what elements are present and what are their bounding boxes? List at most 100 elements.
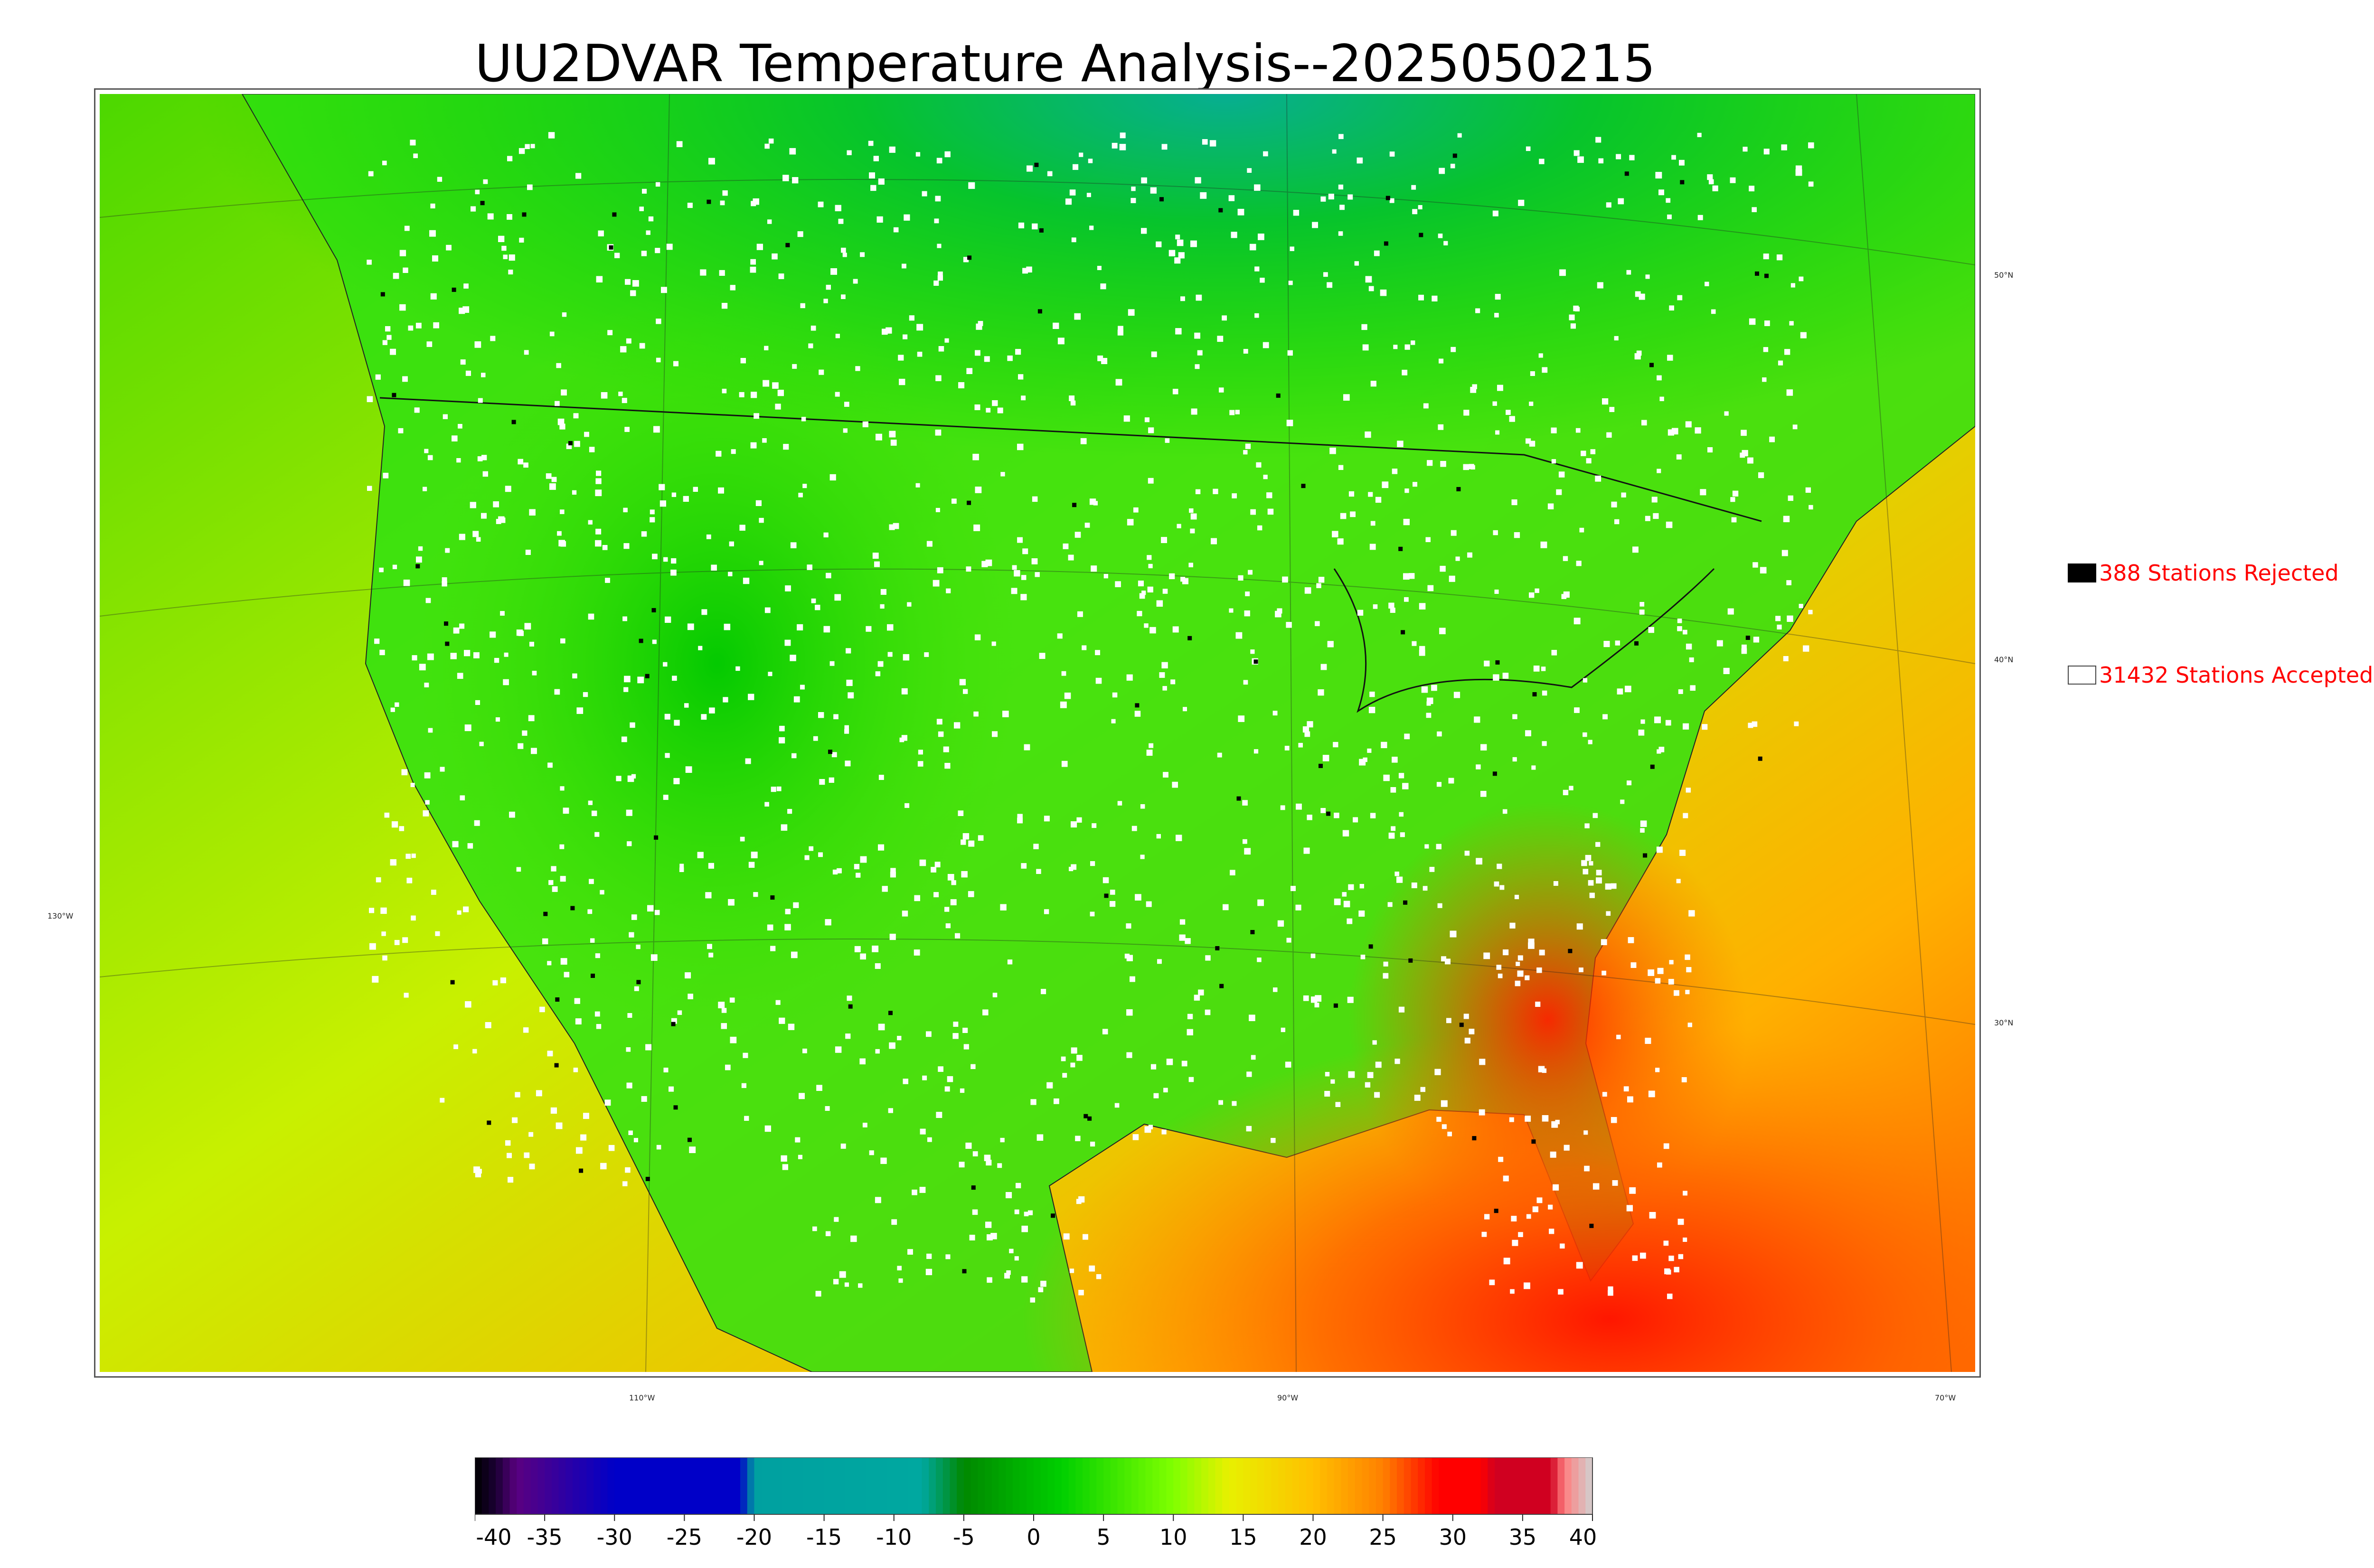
colorbar-segment [887, 1457, 895, 1514]
station-accepted-marker [1595, 475, 1602, 482]
station-accepted-marker [1076, 1055, 1083, 1061]
station-rejected-marker [1276, 393, 1281, 398]
station-accepted-marker [779, 1017, 785, 1024]
station-accepted-marker [1402, 783, 1409, 789]
station-accepted-marker [1606, 911, 1611, 916]
station-accepted-marker [1518, 199, 1525, 206]
station-accepted-marker [1250, 509, 1256, 515]
colorbar-segment [929, 1457, 936, 1514]
colorbar-segment [698, 1457, 706, 1514]
station-accepted-marker [1195, 489, 1201, 494]
station-accepted-marker [529, 641, 534, 647]
station-accepted-marker [767, 924, 773, 931]
station-accepted-marker [709, 707, 715, 714]
temperature-map[interactable] [100, 94, 1975, 1372]
station-accepted-marker [1229, 608, 1234, 613]
station-accepted-marker [835, 205, 841, 211]
station-accepted-marker [1017, 814, 1023, 819]
colorbar-tick-label: -30 [597, 1524, 632, 1550]
station-accepted-marker [1498, 1156, 1504, 1162]
station-accepted-marker [719, 270, 725, 276]
station-accepted-marker [1024, 744, 1030, 751]
station-accepted-marker [833, 714, 838, 720]
station-accepted-marker [1432, 295, 1438, 301]
station-accepted-marker [1655, 1068, 1660, 1072]
station-accepted-marker [890, 868, 896, 873]
station-accepted-marker [1398, 773, 1404, 779]
station-accepted-marker [880, 1157, 887, 1164]
station-accepted-marker [944, 763, 951, 769]
station-accepted-marker [1525, 730, 1531, 736]
station-accepted-marker [623, 687, 629, 692]
station-accepted-marker [992, 400, 998, 406]
station-rejected-marker [1301, 484, 1306, 488]
station-accepted-marker [550, 1107, 557, 1114]
station-accepted-marker [1784, 349, 1790, 355]
station-accepted-marker [1494, 589, 1499, 594]
station-accepted-marker [1576, 923, 1583, 930]
station-accepted-marker [992, 993, 998, 997]
station-accepted-marker [1538, 353, 1543, 358]
station-accepted-marker [588, 800, 593, 805]
station-accepted-marker [1808, 181, 1814, 187]
station-accepted-marker [1200, 192, 1207, 199]
station-accepted-marker [471, 206, 476, 212]
colorbar-segment [1375, 1457, 1384, 1514]
station-accepted-marker [379, 567, 384, 573]
station-accepted-marker [1463, 410, 1470, 416]
station-accepted-marker [768, 138, 774, 144]
station-accepted-marker [1156, 241, 1162, 247]
station-accepted-marker [576, 707, 584, 714]
station-accepted-marker [1327, 282, 1333, 288]
station-accepted-marker [595, 478, 602, 484]
station-accepted-marker [832, 869, 838, 875]
station-accepted-marker [1595, 137, 1602, 143]
colorbar-segment [1166, 1457, 1174, 1514]
station-accepted-marker [591, 810, 597, 817]
station-accepted-marker [721, 1023, 727, 1029]
station-accepted-marker [1663, 1240, 1669, 1246]
station-accepted-marker [1343, 901, 1350, 908]
station-accepted-marker [1434, 1069, 1441, 1075]
station-accepted-marker [874, 561, 880, 567]
station-accepted-marker [1115, 581, 1121, 587]
station-accepted-marker [1558, 471, 1565, 478]
colorbar-segment [1460, 1457, 1467, 1514]
station-accepted-marker [1741, 648, 1747, 654]
colorbar-tick-label: -40 [476, 1524, 511, 1550]
station-accepted-marker [890, 440, 897, 446]
station-accepted-marker [1708, 179, 1714, 185]
station-accepted-marker [1475, 308, 1480, 313]
station-accepted-marker [1394, 872, 1399, 876]
station-accepted-marker [1161, 1129, 1167, 1135]
station-accepted-marker [1653, 513, 1659, 519]
station-accepted-marker [399, 304, 406, 311]
station-accepted-marker [785, 585, 791, 592]
station-accepted-marker [616, 776, 622, 781]
station-accepted-marker [1368, 286, 1374, 291]
station-accepted-marker [584, 432, 589, 437]
station-accepted-marker [622, 616, 627, 621]
station-accepted-marker [764, 143, 770, 149]
station-accepted-marker [547, 961, 552, 966]
station-accepted-marker [503, 679, 509, 685]
colorbar-segment [523, 1457, 531, 1514]
station-accepted-marker [1547, 503, 1554, 509]
station-accepted-marker [759, 561, 763, 565]
station-rejected-marker [1680, 180, 1685, 185]
station-accepted-marker [1380, 289, 1387, 296]
station-accepted-marker [1014, 1209, 1019, 1214]
station-accepted-marker [621, 736, 627, 742]
station-accepted-marker [487, 213, 494, 220]
station-accepted-marker [1403, 518, 1410, 526]
station-accepted-marker [1243, 450, 1248, 455]
station-accepted-marker [968, 182, 975, 189]
station-rejected-marker [1419, 233, 1423, 237]
colorbar-segment [922, 1457, 929, 1514]
station-accepted-marker [1579, 967, 1583, 972]
station-accepted-marker [862, 1123, 867, 1127]
station-accepted-marker [1126, 923, 1131, 929]
station-accepted-marker [792, 364, 797, 369]
station-accepted-marker [1230, 870, 1235, 875]
station-accepted-marker [671, 492, 677, 497]
